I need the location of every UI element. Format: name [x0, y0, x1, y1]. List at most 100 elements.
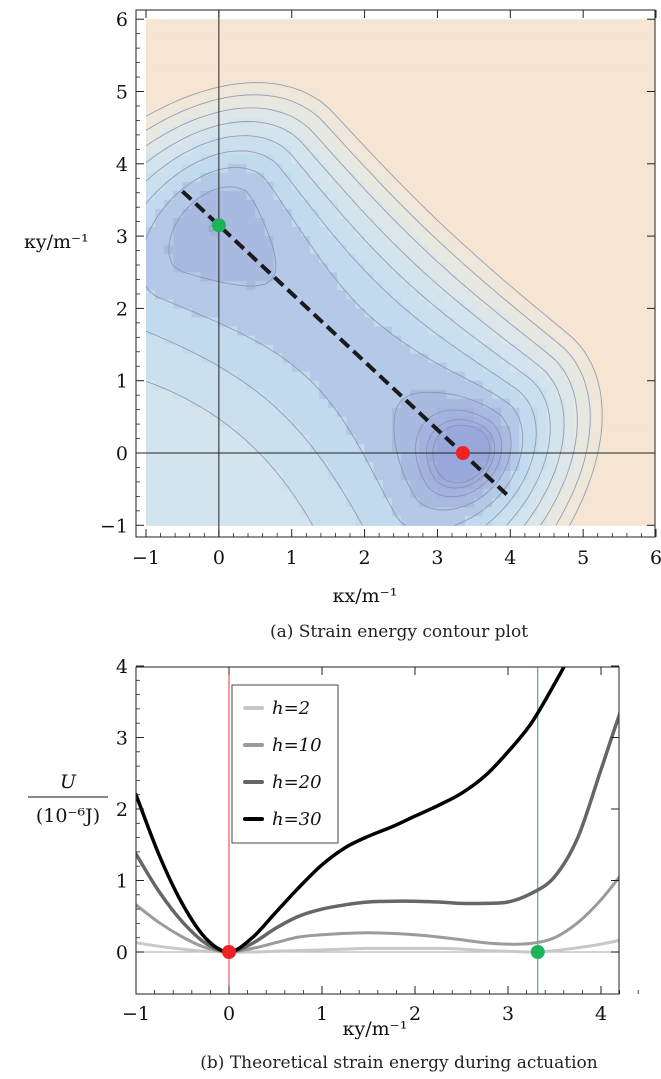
contour-cell [510, 344, 521, 355]
contour-cell [200, 480, 211, 490]
contour-cell [282, 127, 293, 138]
contour-cell [455, 73, 466, 84]
contour-cell [264, 199, 275, 210]
contour-cell [464, 127, 475, 138]
contour-cell [319, 127, 329, 138]
contour-cell [364, 263, 375, 273]
contour-cell [446, 326, 457, 337]
contour-cell [173, 353, 184, 364]
contour-cell [510, 218, 521, 228]
contour-cell [273, 28, 284, 38]
contour-cell [182, 55, 193, 65]
contour-cell [237, 73, 247, 84]
contour-cell [227, 19, 238, 29]
contour-cell [155, 471, 165, 481]
contour-cell [364, 434, 375, 445]
contour-cell [546, 272, 557, 282]
contour-cell [574, 326, 584, 337]
contour-cell [519, 263, 530, 273]
contour-cell [492, 290, 502, 300]
contour-cell [246, 73, 256, 84]
contour-cell [410, 353, 420, 364]
contour-cell [564, 281, 575, 291]
contour-cell [319, 425, 329, 436]
contour-cell [464, 407, 475, 418]
contour-cell [628, 489, 639, 499]
contour-cell [410, 335, 420, 346]
energy-x-tick-label: 0 [223, 1003, 235, 1025]
contour-cell [264, 208, 275, 219]
contour-cell [492, 154, 502, 165]
contour-cell [291, 480, 302, 490]
contour-cell [537, 326, 548, 337]
contour-cell [182, 73, 193, 84]
contour-cell [574, 398, 584, 409]
contour-cell [246, 190, 256, 201]
contour-cell [300, 227, 311, 237]
contour-cell [328, 181, 338, 192]
contour-cell [419, 335, 429, 346]
contour-cell [382, 28, 393, 38]
contour-cell [410, 471, 420, 481]
contour-cell [164, 335, 174, 346]
contour-cell [528, 317, 539, 328]
contour-cell [537, 37, 548, 47]
contour-cell [164, 371, 174, 382]
contour-cell [646, 37, 655, 47]
contour-cell [446, 163, 457, 174]
contour-cell [264, 425, 275, 436]
contour-cell [482, 46, 493, 56]
contour-cell [619, 371, 630, 382]
contour-cell [592, 46, 602, 56]
contour-cell [300, 507, 311, 517]
contour-cell [546, 326, 557, 337]
contour-cell [437, 326, 448, 337]
contour-cell [492, 389, 502, 400]
contour-cell [628, 335, 639, 346]
contour-cell [564, 136, 575, 147]
contour-cell [473, 82, 484, 93]
contour-cell [164, 507, 174, 517]
contour-cell [382, 462, 393, 472]
contour-cell [328, 73, 338, 84]
contour-cell [218, 109, 229, 120]
contour-cell [209, 362, 220, 373]
contour-cell [346, 236, 357, 246]
contour-x-tick-label: 6 [650, 547, 661, 569]
contour-cell [373, 245, 384, 255]
contour-cell [419, 181, 429, 192]
contour-cell [446, 398, 457, 409]
contour-cell [355, 28, 366, 38]
contour-cell [373, 416, 384, 427]
contour-cell [537, 28, 548, 38]
contour-cell [173, 199, 184, 210]
contour-cell [337, 443, 347, 454]
contour-cell [164, 181, 174, 192]
contour-frame [135, 9, 656, 538]
contour-cell [601, 236, 612, 246]
contour-cell [546, 471, 557, 481]
contour-cell [601, 416, 612, 427]
contour-cell [218, 263, 229, 273]
energy-series-layer [136, 667, 619, 954]
contour-cell [373, 389, 384, 400]
contour-cell [628, 190, 639, 201]
energy-point [530, 945, 545, 959]
contour-cell [246, 516, 256, 526]
contour-cell [200, 190, 211, 201]
contour-cell [255, 154, 265, 165]
contour-cell [464, 462, 475, 472]
contour-cell [601, 181, 612, 192]
contour-cell [246, 254, 256, 264]
contour-cell [519, 46, 530, 56]
contour-cell [446, 462, 457, 472]
contour-cell [455, 272, 466, 282]
contour-cell [437, 507, 448, 517]
contour-cell [410, 308, 420, 319]
contour-cell [592, 281, 602, 291]
contour-cell [146, 236, 156, 246]
contour-cell [328, 64, 338, 75]
contour-cell [628, 37, 639, 47]
contour-cell [610, 317, 621, 328]
contour-cell [173, 163, 184, 174]
